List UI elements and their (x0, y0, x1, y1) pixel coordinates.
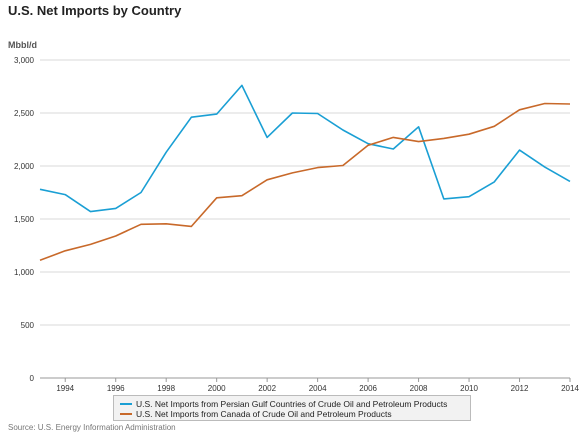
x-tick-label: 2008 (410, 384, 428, 393)
x-tick-label: 2010 (460, 384, 478, 393)
y-tick-label: 500 (21, 321, 35, 330)
chart-plot: 0 500 1,000 1,500 2,000 2,500 3,000 1994 1996 199… (14, 56, 579, 393)
x-tick-label: 2014 (561, 384, 579, 393)
x-tick-label: 1994 (56, 384, 74, 393)
x-tick-label: 2000 (208, 384, 226, 393)
series-line-persian-gulf (39, 84, 571, 213)
y-tick-label: 0 (30, 374, 35, 383)
legend-entry-persian-gulf[interactable]: U.S. Net Imports from Persian Gulf Count… (120, 399, 447, 409)
x-tick-label: 2006 (359, 384, 377, 393)
chart-title: U.S. Net Imports by Country (8, 3, 182, 18)
y-tick-label: 3,000 (14, 56, 35, 65)
legend-swatch-canada (120, 413, 132, 415)
chart-legend: U.S. Net Imports from Persian Gulf Count… (113, 395, 471, 421)
y-axis-unit-label: Mbbl/d (8, 40, 37, 50)
legend-label-persian-gulf: U.S. Net Imports from Persian Gulf Count… (136, 399, 448, 409)
y-tick-label: 1,000 (14, 268, 35, 277)
legend-entry-canada[interactable]: U.S. Net Imports from Canada of Crude Oi… (120, 409, 392, 419)
y-tick-label: 2,500 (14, 109, 35, 118)
x-tick-label: 1996 (107, 384, 125, 393)
x-tick-label: 2004 (309, 384, 327, 393)
x-tick-label: 1998 (157, 384, 175, 393)
x-tick-label: 2012 (511, 384, 529, 393)
source-note: Source: U.S. Energy Information Administ… (8, 423, 176, 432)
y-tick-label: 1,500 (14, 215, 35, 224)
y-tick-label: 2,000 (14, 162, 35, 171)
x-tick-label: 2002 (258, 384, 276, 393)
legend-label-canada: U.S. Net Imports from Canada of Crude Oi… (136, 409, 392, 419)
legend-swatch-persian-gulf (120, 403, 132, 405)
series-line-canada (39, 102, 571, 262)
